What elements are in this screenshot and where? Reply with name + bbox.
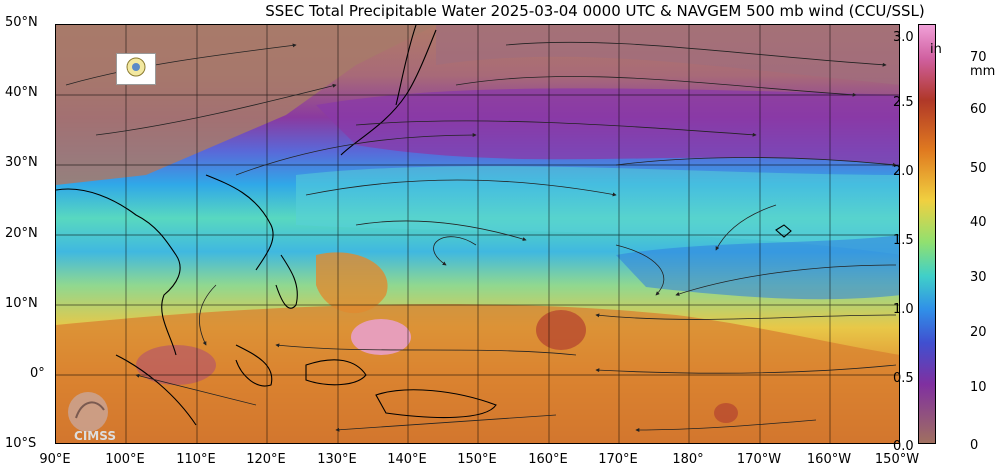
cbar-unit-in: in [930,42,942,57]
agency-logo-badge [116,53,156,85]
lat-label-0: 0° [30,366,45,381]
cbar-in-tick-2-0: 2.0 [893,164,914,179]
cbar-mm-tick-50: 50 [970,161,987,176]
cbar-mm-tick-10: 10 [970,380,987,395]
cbar-in-tick-1-0: 1.0 [893,302,914,317]
cbar-mm-tick-0: 0 [970,438,979,453]
lon-label-140e: 140°E [387,452,427,467]
cbar-in-tick-0-5: 0.5 [893,371,914,386]
cbar-in-tick-1-5: 1.5 [893,233,914,248]
lon-label-150w: 150°W [874,452,920,467]
tpw-field [56,25,899,443]
cbar-in-tick-3-0: 3.0 [893,30,914,45]
lon-label-180: 180° [672,452,704,467]
cimss-logo-text: CIMSS [74,429,116,443]
cbar-unit-mm: mm [970,64,996,79]
cbar-mm-tick-20: 20 [970,325,987,340]
lon-label-150e: 150°E [457,452,497,467]
cbar-mm-tick-60: 60 [970,102,987,117]
wind-streamlines [65,41,897,432]
cbar-in-tick-0-0: 0.0 [893,439,914,454]
lon-label-160w: 160°W [806,452,852,467]
graticule [56,25,899,443]
tpw-map [55,24,900,444]
lat-label-30n: 30°N [5,155,38,170]
lon-label-130e: 130°E [317,452,357,467]
cbar-mm-tick-70: 70 [970,50,987,65]
lat-label-20n: 20°N [5,226,38,241]
lon-label-170e: 170°E [598,452,638,467]
lat-label-50n: 50°N [5,15,38,30]
colorbar [918,24,936,444]
lon-label-170w: 170°W [736,452,782,467]
lon-label-90e: 90°E [39,452,71,467]
map-title: SSEC Total Precipitable Water 2025-03-04… [265,2,925,20]
lon-label-110e: 110°E [176,452,216,467]
lon-label-100e: 100°E [105,452,145,467]
lat-label-10s: 10°S [5,436,37,451]
cbar-mm-tick-30: 30 [970,270,987,285]
lon-label-120e: 120°E [246,452,286,467]
cbar-mm-tick-40: 40 [970,215,987,230]
lat-label-10n: 10°N [5,296,38,311]
cbar-in-tick-2-5: 2.5 [893,95,914,110]
lat-label-40n: 40°N [5,85,38,100]
lon-label-160e: 160°E [528,452,568,467]
cimss-logo: CIMSS [60,388,130,444]
